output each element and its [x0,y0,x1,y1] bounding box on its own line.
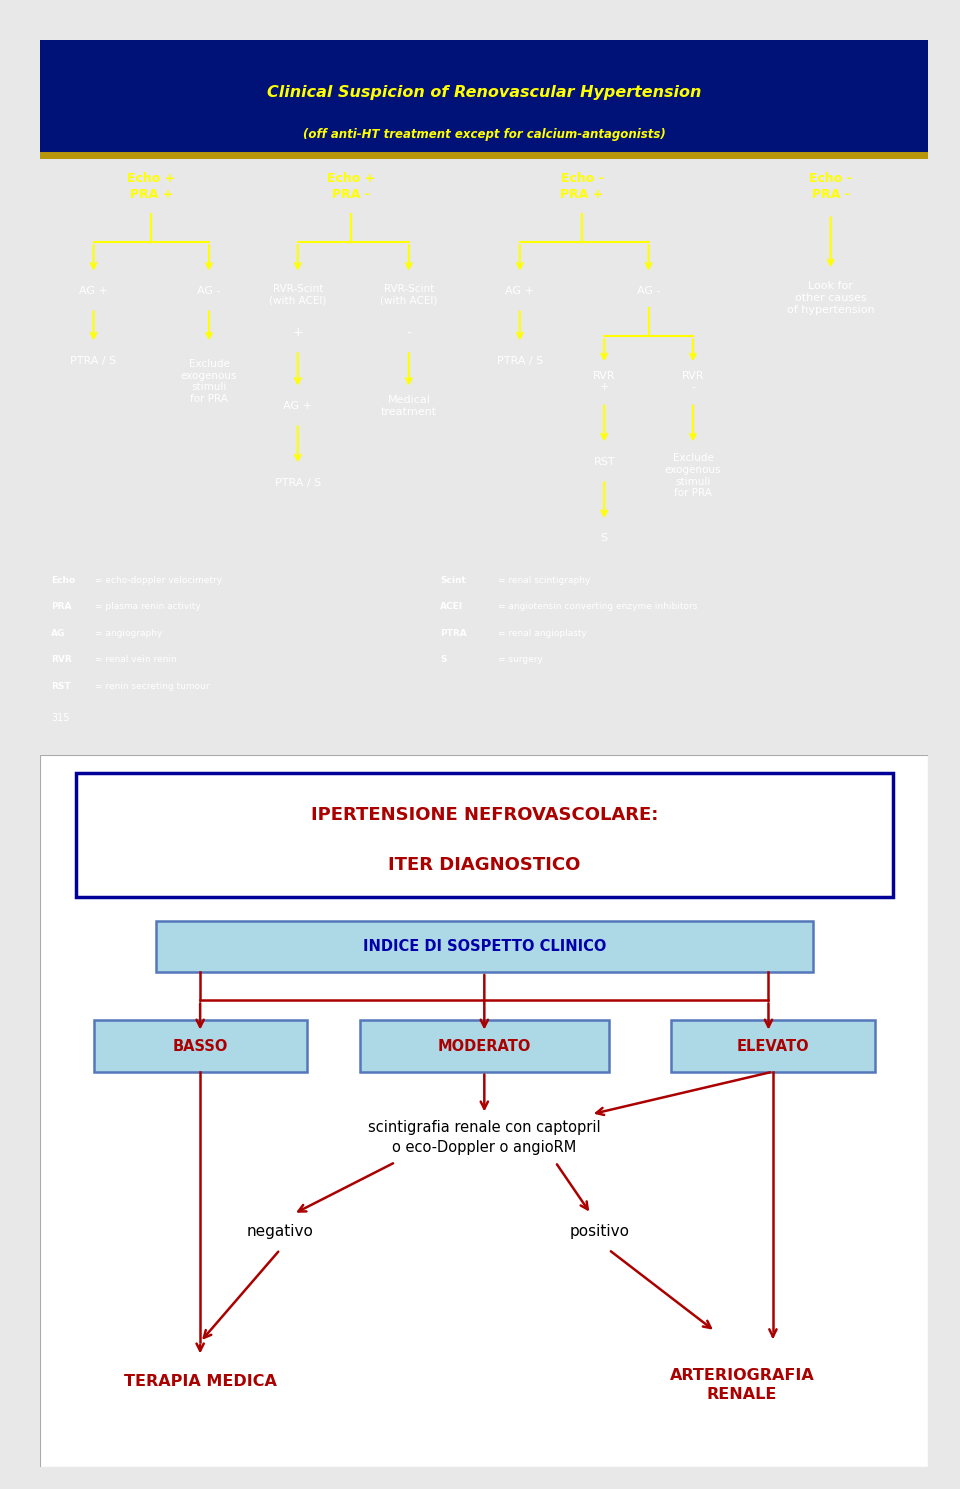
Text: BASSO: BASSO [173,1038,228,1054]
FancyBboxPatch shape [360,1020,609,1072]
Text: RVR-Scint
(with ACEI): RVR-Scint (with ACEI) [269,284,326,305]
FancyBboxPatch shape [156,920,813,972]
Text: PTRA / S: PTRA / S [496,356,543,366]
Text: PRA: PRA [51,602,71,612]
Text: TERAPIA MEDICA: TERAPIA MEDICA [124,1374,276,1389]
Text: Clinical Suspicion of Renovascular Hypertension: Clinical Suspicion of Renovascular Hyper… [267,85,702,100]
Text: = echo-doppler velocimetry: = echo-doppler velocimetry [95,576,223,585]
Text: RVR
+: RVR + [593,371,615,393]
Text: -: - [407,326,411,339]
Text: = angiography: = angiography [95,628,163,637]
Text: Echo +
PRA +: Echo + PRA + [127,173,176,201]
Text: AG +: AG + [283,401,312,411]
Text: AG: AG [51,628,65,637]
Text: PTRA: PTRA [440,628,467,637]
Text: scintigrafia renale con captopril
o eco-Doppler o angioRM: scintigrafia renale con captopril o eco-… [368,1120,601,1155]
Text: = renal scintigraphy: = renal scintigraphy [497,576,590,585]
Text: ACEI: ACEI [440,602,463,612]
Text: Medical
treatment: Medical treatment [381,395,437,417]
Text: ITER DIAGNOSTICO: ITER DIAGNOSTICO [388,856,581,874]
Text: = surgery: = surgery [497,655,542,664]
FancyBboxPatch shape [94,1020,307,1072]
Bar [40,40,928,155]
Text: RST: RST [51,682,71,691]
Text: = angiotensin converting enzyme inhibitors: = angiotensin converting enzyme inhibito… [497,602,697,612]
Text: MODERATO: MODERATO [438,1038,531,1054]
Text: = renal vein renin: = renal vein renin [95,655,178,664]
Text: (off anti-HT treatment except for calcium-antagonists): (off anti-HT treatment except for calciu… [303,128,665,141]
Text: RVR-Scint
(with ACEI): RVR-Scint (with ACEI) [380,284,438,305]
Text: AG -: AG - [636,286,660,296]
FancyBboxPatch shape [671,1020,876,1072]
Text: = renin secreting tumour: = renin secreting tumour [95,682,210,691]
Text: = plasma renin activity: = plasma renin activity [95,602,202,612]
Text: RVR
-: RVR - [682,371,705,393]
Text: +: + [293,326,303,339]
Text: S: S [601,533,608,543]
Text: PTRA / S: PTRA / S [70,356,117,366]
Text: AG +: AG + [79,286,108,296]
Text: Exclude
exogenous
stimuli
for PRA: Exclude exogenous stimuli for PRA [664,453,721,499]
FancyBboxPatch shape [76,773,893,898]
Text: PTRA / S: PTRA / S [275,478,321,488]
Text: Echo: Echo [51,576,75,585]
Text: ARTERIOGRAFIA
RENALE: ARTERIOGRAFIA RENALE [669,1368,814,1401]
Text: Scint: Scint [440,576,466,585]
Text: = renal angioplasty: = renal angioplasty [497,628,587,637]
Text: INDICE DI SOSPETTO CLINICO: INDICE DI SOSPETTO CLINICO [363,940,606,954]
Text: positivo: positivo [570,1224,630,1239]
Text: negativo: negativo [247,1224,314,1239]
Text: Echo +
PRA -: Echo + PRA - [327,173,375,201]
Text: Echo -
PRA -: Echo - PRA - [809,173,852,201]
Text: AG +: AG + [505,286,535,296]
Text: IPERTENSIONE NEFROVASCOLARE:: IPERTENSIONE NEFROVASCOLARE: [311,807,658,825]
Text: S: S [440,655,446,664]
Text: Exclude
exogenous
stimuli
for PRA: Exclude exogenous stimuli for PRA [180,359,237,404]
Text: RST: RST [593,457,615,466]
Text: RVR: RVR [51,655,72,664]
Text: ELEVATO: ELEVATO [736,1038,809,1054]
Text: Echo -
PRA +: Echo - PRA + [561,173,604,201]
Text: AG -: AG - [198,286,221,296]
Text: 315: 315 [51,713,69,722]
Text: Look for
other causes
of hypertension: Look for other causes of hypertension [787,281,875,314]
